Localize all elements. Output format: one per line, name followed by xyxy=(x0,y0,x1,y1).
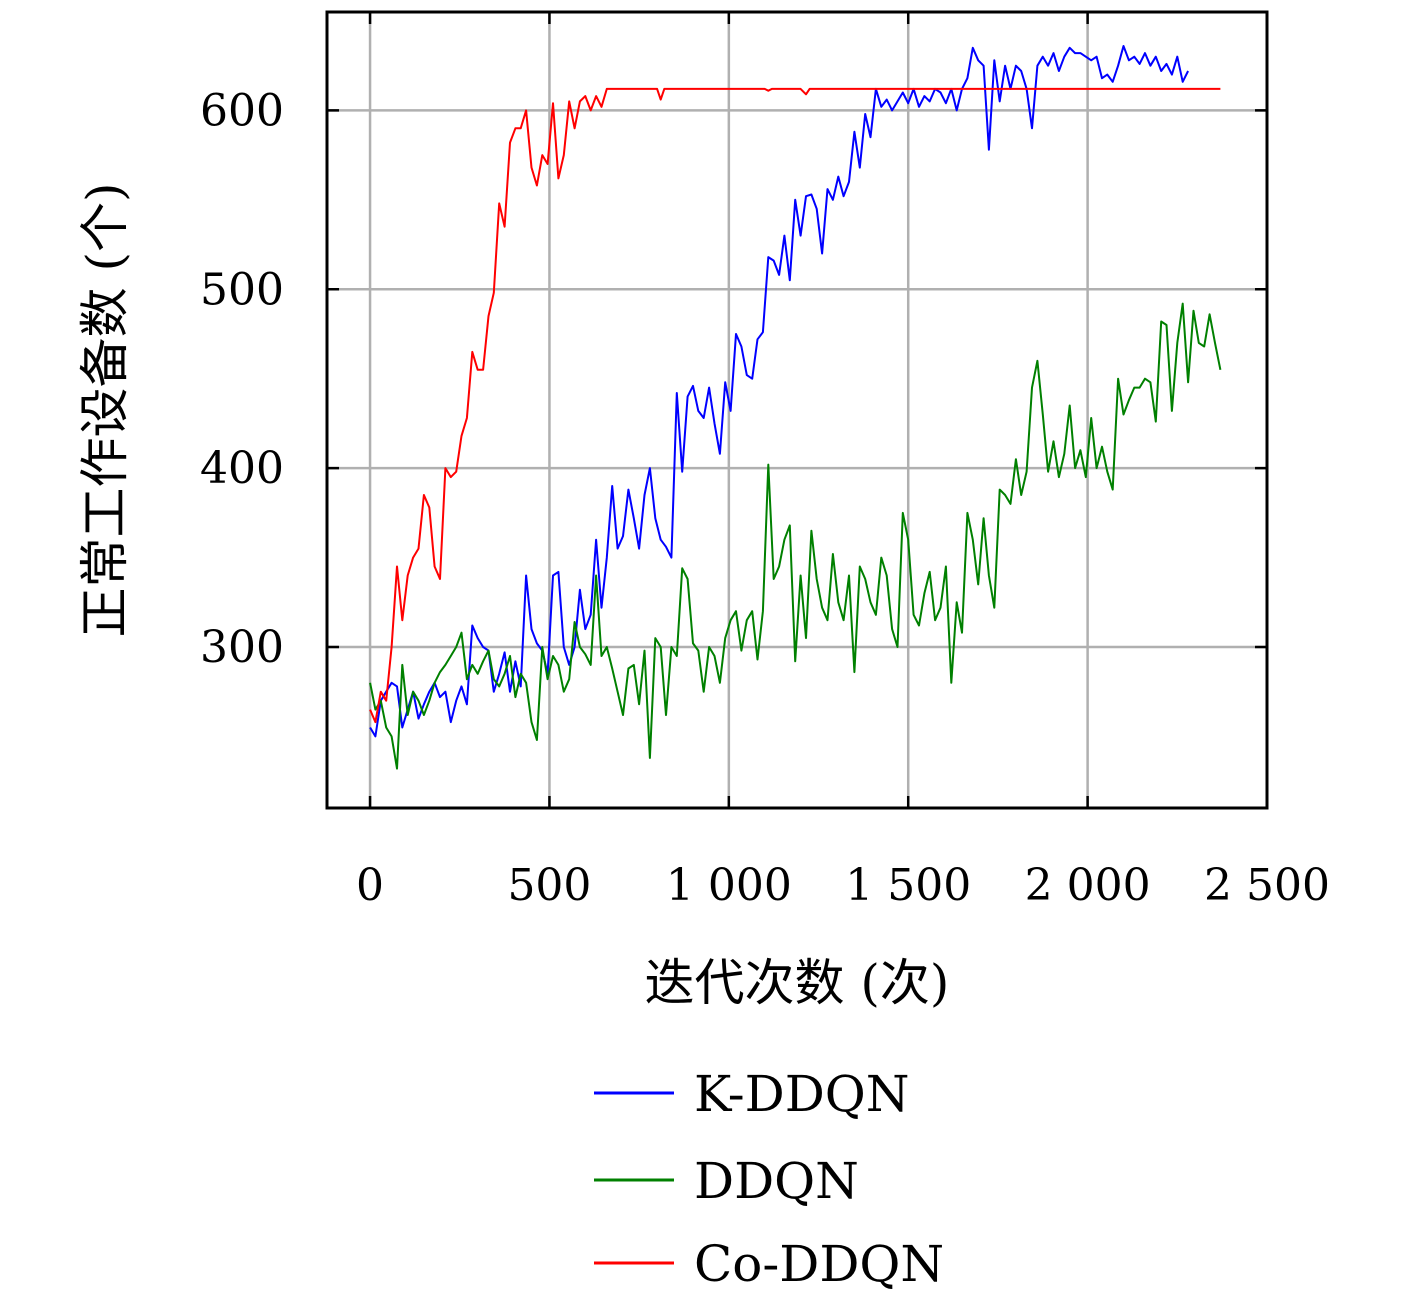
x-axis-title: 迭代次数 (次) xyxy=(645,954,950,1012)
legend-label-k-ddqn: K-DDQN xyxy=(694,1065,910,1123)
series-line-ddqn xyxy=(369,302,1222,770)
x-tick-label: 0 xyxy=(356,860,384,911)
legend-label-co-ddqn: Co-DDQN xyxy=(694,1235,944,1293)
x-tick-label: 2 000 xyxy=(1025,860,1151,911)
x-tick-label: 500 xyxy=(507,860,591,911)
y-tick-label: 500 xyxy=(200,264,284,315)
axis-ticks xyxy=(327,12,1269,808)
y-tick-label: 300 xyxy=(200,622,284,673)
series-lines xyxy=(369,45,1222,770)
x-tick-label: 1 000 xyxy=(666,860,792,911)
series-line-k-ddqn xyxy=(369,45,1189,738)
x-tick-label: 1 500 xyxy=(845,860,971,911)
legend-label-ddqn: DDQN xyxy=(694,1152,859,1210)
x-tick-label: 2 500 xyxy=(1204,860,1330,911)
legend: K-DDQN DDQN Co-DDQN xyxy=(594,1065,944,1293)
tick-labels: 0 500 1 000 1 500 2 000 2 500 300 400 500 600 xyxy=(200,85,1330,911)
series-line-co-ddqn xyxy=(369,87,1221,724)
y-axis-title: 正常工作设备数 (个) xyxy=(76,183,134,638)
y-tick-label: 600 xyxy=(200,85,284,136)
y-tick-label: 400 xyxy=(200,443,284,494)
plot-frame xyxy=(325,10,1269,810)
